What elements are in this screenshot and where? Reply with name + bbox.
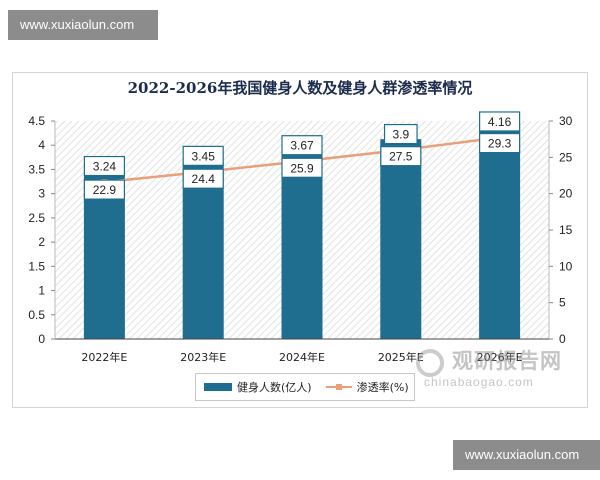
y-left-tick-5: 2.5 (28, 211, 45, 225)
y-right-tick-1: 5 (559, 296, 566, 310)
bar-label-4: 29.3 (488, 137, 512, 151)
source-logo: 观研报告网 chinabaogao.com (416, 345, 576, 395)
y-left-tick-8: 4 (38, 138, 45, 152)
y-left-tick-1: 0.5 (28, 308, 45, 322)
line-label-1: 3.45 (192, 149, 216, 163)
y-left-tick-3: 1.5 (28, 259, 45, 273)
x-tick-2: 2024年E (279, 350, 325, 364)
line-label-2: 3.67 (290, 139, 314, 153)
line-label-3-box (383, 123, 418, 145)
bar-label-1: 24.4 (192, 172, 216, 186)
bar-label-2-box (281, 157, 323, 178)
line-label-4: 4.16 (488, 115, 512, 129)
line-label-2-box (281, 135, 323, 156)
line-label-1-box (182, 145, 224, 166)
bar-label-2: 25.9 (290, 161, 314, 175)
logo-name: 观研报告网 (452, 349, 562, 373)
chart-plot: 3.243.453.673.94.1622.924.425.927.529.3 … (28, 111, 573, 364)
y-left-tick-0: 0 (38, 332, 45, 346)
bar-2 (281, 150, 323, 339)
logo-mark-icon (416, 349, 444, 377)
bar-label-3-box (380, 146, 422, 167)
x-tick-1: 2023年E (180, 350, 226, 364)
y-right-tick-2: 10 (559, 259, 573, 273)
chart-legend: 健身人数(亿人) 渗透率(%) (195, 373, 415, 401)
x-tick-4: 2026年E (477, 350, 523, 364)
bar-3 (380, 139, 422, 339)
watermark-top: www.xuxiaolun.com (8, 10, 158, 40)
watermark-bottom: www.xuxiaolun.com (453, 440, 600, 470)
line-label-3: 3.9 (392, 128, 409, 142)
y-left-tick-6: 3 (38, 187, 45, 201)
x-tick-3: 2025年E (378, 350, 424, 364)
legend-bar-swatch (204, 383, 232, 391)
y-left-tick-7: 3.5 (28, 162, 45, 176)
line-label-4-box (479, 111, 521, 132)
y-left-tick-4: 2 (38, 235, 45, 249)
bar-4 (479, 126, 521, 339)
chart-title: 2022-2026年我国健身人数及健身人群渗透率情况 (127, 79, 473, 97)
bar-label-0-box (83, 179, 126, 200)
y-right-tick-3: 15 (559, 223, 573, 237)
line-label-0-box (83, 155, 126, 177)
bar-label-0: 22.9 (93, 183, 117, 197)
y-right-tick-0: 0 (559, 332, 566, 346)
chart-frame: 2022-2026年我国健身人数及健身人群渗透率情况 3.24 3.45 3.67 3… (12, 72, 588, 408)
bar-label-1-box (182, 168, 224, 189)
bar-label-4-box (479, 132, 521, 154)
line-label-0: 3.24 (93, 160, 117, 174)
legend-bar-label: 健身人数(亿人) (237, 381, 312, 394)
legend-item-bars: 健身人数(亿人) (204, 379, 312, 395)
bar-label-3: 27.5 (389, 150, 413, 164)
legend-line-label: 渗透率(%) (356, 381, 409, 394)
y-left-tick-9: 4.5 (28, 114, 45, 128)
legend-line-swatch (325, 382, 352, 392)
logo-domain: chinabaogao.com (424, 375, 534, 389)
x-tick-0: 2022年E (81, 350, 127, 364)
bar-1 (182, 161, 224, 339)
bar-0 (83, 172, 125, 339)
y-left-tick-2: 1 (38, 284, 45, 298)
y-right-tick-6: 30 (559, 114, 573, 128)
legend-item-line: 渗透率(%) (325, 379, 409, 395)
y-right-tick-5: 25 (559, 150, 573, 164)
y-right-tick-4: 20 (559, 187, 573, 201)
